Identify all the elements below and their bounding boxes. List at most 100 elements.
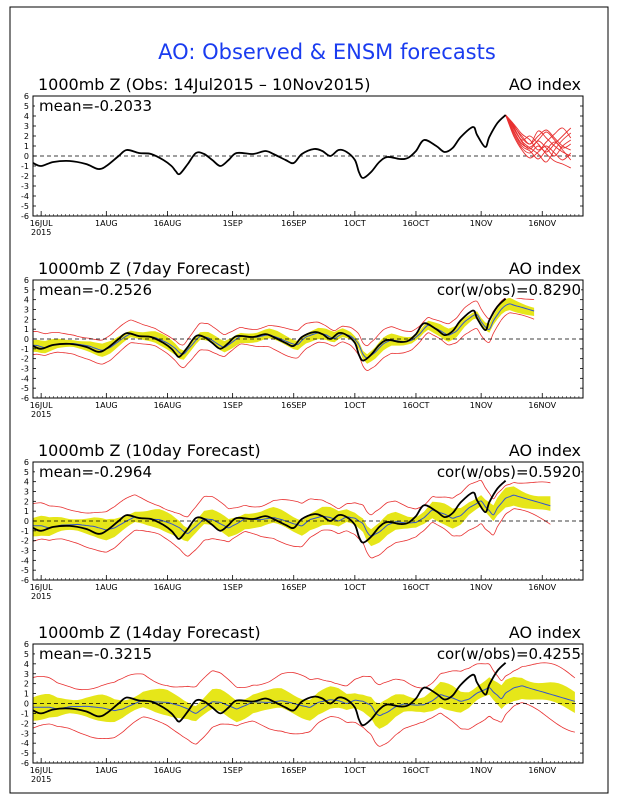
panel-title: 1000mb Z (14day Forecast) [38,623,261,642]
year-label: 2015 [31,592,51,601]
y-tick-label: -2 [21,355,29,364]
y-tick-label: 0 [24,517,29,526]
plot-area [33,295,583,371]
panel-index-label: AO index [509,441,581,460]
y-tick-label: -4 [21,374,29,383]
y-tick-label: 0 [24,335,29,344]
y-tick-label: -3 [21,365,29,374]
x-tick-label: 16NOV [528,583,556,592]
x-tick-label: 16AUG [154,219,182,228]
envelope-lower-line [33,508,551,559]
observed-line [33,480,507,544]
panel-title: 1000mb Z (10day Forecast) [38,441,261,460]
x-tick-label: 16NOV [528,219,556,228]
panel-title: 1000mb Z (Obs: 14Jul2015 – 10Nov2015) [38,75,371,94]
y-tick-label: 1 [24,325,29,334]
y-tick-label: 4 [24,296,29,305]
y-tick-label: -2 [21,537,29,546]
year-label: 2015 [31,775,51,784]
observed-line [33,662,507,727]
panel-14day: 1000mb Z (14day Forecast) AO index-6-5-4-… [21,623,584,784]
cor-label-bg [415,646,581,662]
y-tick-label: -5 [21,384,29,393]
x-tick-label: 1AUG [95,219,118,228]
y-tick-label: 5 [24,468,29,477]
x-tick-label: 16NOV [528,401,556,410]
plot-area [33,662,583,747]
x-tick-label: 1SEP [223,401,243,410]
y-tick-label: 3 [24,488,29,497]
y-tick-label: 6 [24,92,29,101]
y-tick-label: 4 [24,478,29,487]
x-tick-label: 1NOV [470,219,493,228]
outer-border [9,6,609,794]
x-tick-label: 1OCT [344,401,366,410]
member-line-5 [505,114,572,151]
y-tick-label: 0 [24,700,29,709]
x-tick-label: 16AUG [154,766,182,775]
member-line-6 [505,114,572,153]
envelope-upper-line [33,662,576,691]
y-tick-label: 2 [24,497,29,506]
y-tick-label: 2 [24,315,29,324]
x-tick-label: 16SEP [281,766,306,775]
member-line-7 [505,114,572,161]
x-tick-label: 16JUL [30,583,53,592]
x-tick-label: 1SEP [223,766,243,775]
y-tick-label: 3 [24,670,29,679]
y-tick-label: -5 [21,566,29,575]
mean-label-bg [35,98,185,114]
x-tick-label: 1SEP [223,219,243,228]
envelope-lower-line [33,312,535,371]
y-tick-label: -3 [21,182,29,191]
y-tick-label: 5 [24,102,29,111]
spread-band [33,676,575,729]
y-tick-label: 2 [24,132,29,141]
x-tick-label: 16OCT [402,401,429,410]
envelope-lower-line [33,702,575,747]
plot-area [33,114,583,179]
mean-label: mean=-0.2033 [39,97,152,115]
y-tick-label: 6 [24,458,29,467]
mean-label-bg [35,464,185,480]
y-tick-label: -5 [21,749,29,758]
y-tick-label: -3 [21,547,29,556]
y-tick-label: 1 [24,690,29,699]
x-tick-label: 1OCT [344,583,366,592]
y-tick-label: -2 [21,719,29,728]
x-tick-label: 16JUL [30,766,53,775]
y-tick-label: -2 [21,172,29,181]
y-tick-label: -4 [21,556,29,565]
x-tick-label: 16JUL [30,219,53,228]
observed-line [33,298,507,362]
panel-index-label: AO index [509,259,581,278]
x-tick-label: 1NOV [470,401,493,410]
x-tick-label: 1NOV [470,583,493,592]
y-tick-label: 5 [24,650,29,659]
panel-index-label: AO index [509,623,581,642]
y-tick-label: -4 [21,739,29,748]
panel-index-label: AO index [509,75,581,94]
y-tick-label: 3 [24,306,29,315]
panel-observed: 1000mb Z (Obs: 14Jul2015 – 10Nov2015) AO … [21,75,584,237]
panels: 1000mb Z (Obs: 14Jul2015 – 10Nov2015) AO … [21,75,584,784]
x-tick-label: 1OCT [344,219,366,228]
figure-title: AO: Observed & ENSM forecasts [158,40,496,64]
y-tick-label: 4 [24,112,29,121]
x-tick-label: 16AUG [154,401,182,410]
y-tick-label: 5 [24,286,29,295]
y-tick-label: 0 [24,152,29,161]
x-tick-label: 1OCT [344,766,366,775]
ensemble-mean-line [33,685,576,717]
mean-label-bg [35,282,185,298]
x-tick-label: 1AUG [95,401,118,410]
y-tick-label: 4 [24,660,29,669]
y-tick-label: -6 [21,576,29,585]
x-tick-label: 16SEP [281,583,306,592]
x-tick-label: 16JUL [30,401,53,410]
panel-10day: 1000mb Z (10day Forecast) AO index-6-5-4-… [21,441,584,601]
envelope-upper-line [33,295,535,347]
x-tick-label: 16SEP [281,401,306,410]
x-tick-label: 1NOV [470,766,493,775]
